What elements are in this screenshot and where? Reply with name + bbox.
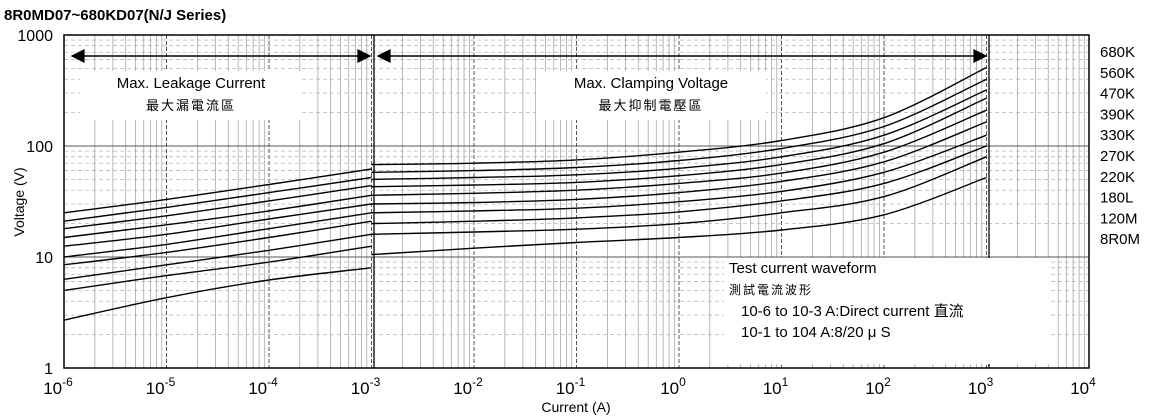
series-270k-clamping-line	[371, 121, 987, 205]
clamping-label-box	[536, 71, 766, 120]
leakage-region-label-cn: 最大漏電流區	[146, 98, 236, 114]
y-tick-label: 1	[44, 361, 53, 378]
x-tick-label: 100	[660, 375, 686, 398]
series-label-220k: 220K	[1100, 169, 1135, 186]
chart-title: 8R0MD07~680KD07(N/J Series)	[4, 7, 226, 24]
region-leakage: Max. Leakage Current 最大漏電流區	[70, 49, 372, 120]
series-label-330k: 330K	[1100, 127, 1135, 144]
series-470k-clamping-line	[371, 89, 987, 181]
note-line-1: 10-6 to 10-3 A:Direct current 直流	[741, 303, 964, 320]
y-tick-labels: 1 10 100 1000	[17, 28, 53, 378]
series-390k-leakage-line	[63, 194, 372, 239]
series-330k-leakage-line	[63, 203, 372, 247]
x-tick-label: 10-1	[556, 375, 586, 398]
series-label-560k: 560K	[1100, 65, 1135, 82]
series-label-180l: 180L	[1100, 190, 1133, 207]
series-270k-leakage-line	[63, 212, 372, 258]
x-tick-label: 10-5	[146, 375, 176, 398]
x-tick-label: 102	[865, 375, 891, 398]
series-680k-clamping-line	[371, 66, 987, 166]
note-title-cn: 測試電流波形	[729, 282, 813, 297]
series-8r0m-clamping-line	[371, 176, 987, 256]
plot-frame	[63, 34, 1090, 369]
clamping-region-label-cn: 最大抑制電壓區	[598, 99, 703, 114]
x-tick-label: 10-6	[43, 375, 73, 398]
series-label-680k: 680K	[1100, 44, 1135, 61]
y-tick-label: 100	[26, 139, 53, 156]
series-120m-clamping-line	[371, 156, 987, 235]
x-tick-label: 101	[763, 375, 789, 398]
series-label-8r0m: 8R0M	[1100, 231, 1140, 248]
x-tick-label: 103	[968, 375, 994, 398]
x-tick-label: 10-2	[453, 375, 483, 398]
series-470k-leakage-line	[63, 184, 372, 230]
x-tick-label: 10-4	[248, 375, 278, 398]
test-waveform-note: Test current waveform 測試電流波形 10-6 to 10-…	[724, 258, 1049, 364]
clamping-region-label: Max. Clamping Voltage	[574, 75, 728, 92]
series-560k-clamping-line	[371, 78, 987, 173]
series-180l-clamping-line	[371, 145, 987, 225]
note-line-2: 10-1 to 104 A:8/20 μ S	[741, 324, 891, 341]
series-8r0m-leakage-line	[63, 267, 372, 321]
series-label-120m: 120M	[1100, 210, 1138, 227]
y-axis-label: Voltage (V)	[11, 167, 27, 236]
series-120m-leakage-line	[63, 245, 372, 292]
x-tick-label: 104	[1070, 375, 1096, 398]
leakage-label-box	[80, 71, 302, 120]
series-label-470k: 470K	[1100, 86, 1135, 103]
series-560k-leakage-line	[63, 176, 372, 222]
series-label-390k: 390K	[1100, 106, 1135, 123]
leakage-region-label: Max. Leakage Current	[117, 75, 266, 92]
series-labels: 680K 560K 470K 390K 330K 270K 220K 180L 120M 8R0M	[1100, 44, 1140, 248]
series-220k-clamping-line	[371, 134, 987, 214]
series-390k-clamping-line	[371, 97, 987, 188]
series-330k-clamping-line	[371, 109, 987, 196]
series-label-270k: 270K	[1100, 148, 1135, 165]
note-title: Test current waveform	[729, 260, 877, 277]
x-tick-label: 10-3	[351, 375, 381, 398]
series-220k-leakage-line	[63, 220, 372, 266]
series-group	[63, 66, 987, 321]
series-180l-leakage-line	[63, 233, 372, 280]
note-box	[724, 258, 1049, 364]
x-axis-label: Current (A)	[541, 399, 610, 415]
y-tick-label: 1000	[17, 28, 53, 45]
x-tick-labels: 10-6 10-5 10-4 10-3 10-2 10-1 100 101 102 103 104	[43, 375, 1096, 398]
series-680k-leakage-line	[63, 168, 372, 214]
region-clamping: Max. Clamping Voltage 最大抑制電壓區	[376, 49, 988, 120]
y-tick-label: 10	[35, 250, 53, 267]
